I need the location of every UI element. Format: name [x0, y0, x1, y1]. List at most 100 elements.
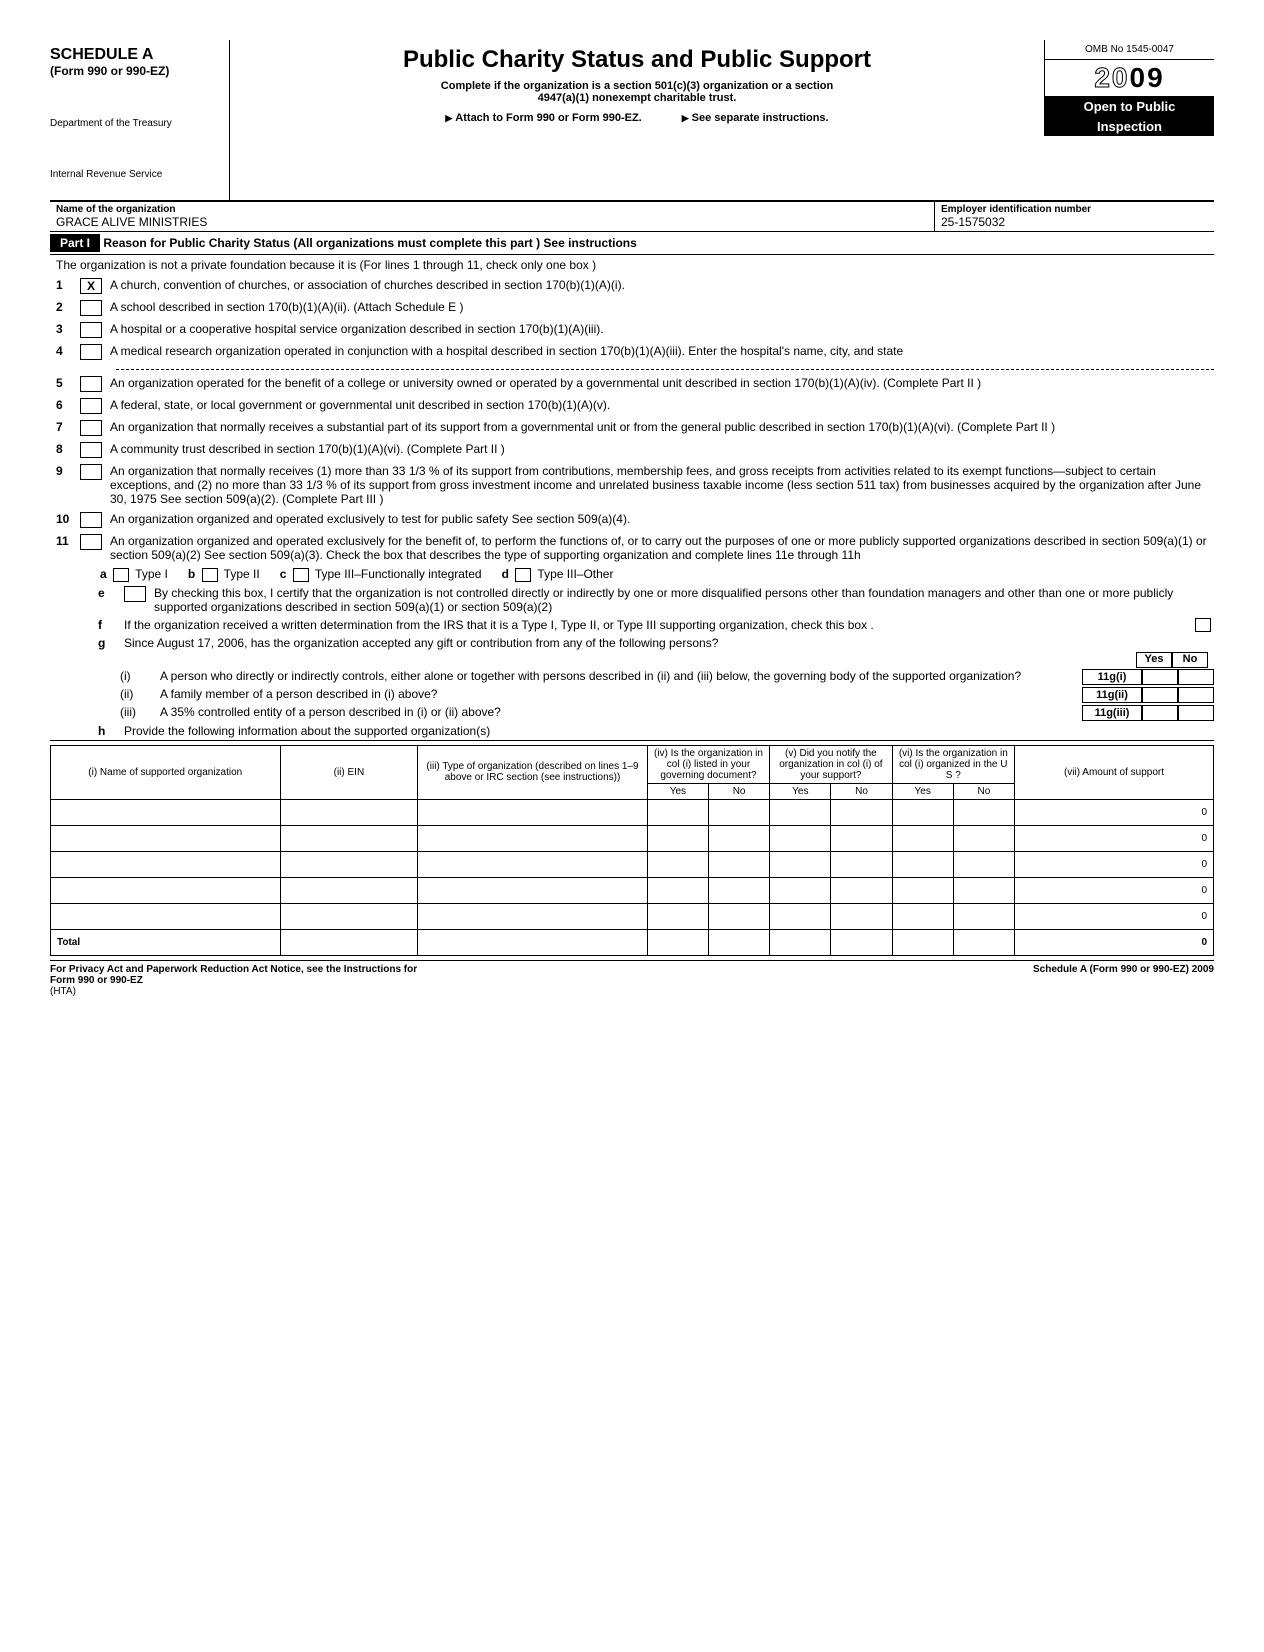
- col-notify: (v) Did you notify the organization in c…: [770, 745, 892, 783]
- part1-title: Reason for Public Charity Status (All or…: [103, 236, 636, 250]
- col-listed: (iv) Is the organization in col (i) list…: [647, 745, 769, 783]
- line-5-text: An organization operated for the benefit…: [110, 376, 1214, 390]
- line-7: 7 An organization that normally receives…: [50, 417, 1214, 439]
- line-11g-iii: (iii) A 35% controlled entity of a perso…: [50, 704, 1214, 722]
- input-11gi-no[interactable]: [1178, 669, 1214, 685]
- line-5: 5 An organization operated for the benef…: [50, 373, 1214, 395]
- line-11f: f If the organization received a written…: [50, 616, 1214, 634]
- open-to-public: Open to Public: [1045, 96, 1214, 117]
- checkbox-11e[interactable]: [124, 586, 146, 602]
- table-row: 0: [51, 903, 1214, 929]
- input-11gi-yes[interactable]: [1142, 669, 1178, 685]
- line-3-text: A hospital or a cooperative hospital ser…: [110, 322, 1214, 336]
- yes-header: Yes: [1136, 652, 1172, 668]
- part1-header: Part I Reason for Public Charity Status …: [50, 232, 1214, 255]
- table-row: 0: [51, 877, 1214, 903]
- line-7-text: An organization that normally receives a…: [110, 420, 1214, 434]
- total-row: Total 0: [51, 929, 1214, 955]
- line-11g-text: Since August 17, 2006, has the organizat…: [124, 636, 1214, 650]
- footer-left: For Privacy Act and Paperwork Reduction …: [50, 964, 417, 997]
- ein-label: Employer identification number: [941, 204, 1208, 215]
- form-label: (Form 990 or 990-EZ): [50, 64, 223, 78]
- line-2: 2 A school described in section 170(b)(1…: [50, 297, 1214, 319]
- subtitle-1: Complete if the organization is a sectio…: [240, 80, 1034, 92]
- th-no-1: No: [708, 783, 769, 799]
- checkbox-8[interactable]: [80, 442, 102, 458]
- line-11-text: An organization organized and operated e…: [110, 534, 1214, 562]
- support-table: (i) Name of supported organization (ii) …: [50, 745, 1214, 956]
- input-11giii-yes[interactable]: [1142, 705, 1178, 721]
- name-ein-row: Name of the organization GRACE ALIVE MIN…: [50, 202, 1214, 232]
- checkbox-11a[interactable]: [113, 568, 129, 582]
- input-11gii-no[interactable]: [1178, 687, 1214, 703]
- col-type: (iii) Type of organization (described on…: [418, 745, 648, 799]
- schedule-label: SCHEDULE A: [50, 46, 223, 64]
- subtitle-2: 4947(a)(1) nonexempt charitable trust.: [240, 92, 1034, 104]
- line-11g-iii-text: A 35% controlled entity of a person desc…: [160, 705, 1082, 721]
- line-4-text: A medical research organization operated…: [110, 344, 1214, 370]
- irs-label: Internal Revenue Service: [50, 169, 223, 180]
- hospital-name-line[interactable]: [116, 358, 1214, 370]
- checkbox-1[interactable]: X: [80, 278, 102, 294]
- see-instr: See separate instructions.: [682, 112, 829, 124]
- th-yes-2: Yes: [770, 783, 831, 799]
- total-label: Total: [51, 929, 281, 955]
- line-11: 11 An organization organized and operate…: [50, 531, 1214, 565]
- line-8: 8 A community trust described in section…: [50, 439, 1214, 461]
- col-name: (i) Name of supported organization: [51, 745, 281, 799]
- line-2-text: A school described in section 170(b)(1)(…: [110, 300, 1214, 314]
- checkbox-11f[interactable]: [1195, 618, 1211, 632]
- line-11e-text: By checking this box, I certify that the…: [154, 586, 1214, 614]
- checkbox-2[interactable]: [80, 300, 102, 316]
- page-footer: For Privacy Act and Paperwork Reduction …: [50, 960, 1214, 997]
- name-label: Name of the organization: [56, 204, 928, 215]
- line-10: 10 An organization organized and operate…: [50, 509, 1214, 531]
- checkbox-7[interactable]: [80, 420, 102, 436]
- omb-number: OMB No 1545-0047: [1045, 40, 1214, 60]
- line-11e: e By checking this box, I certify that t…: [50, 584, 1214, 616]
- table-row: 0: [51, 799, 1214, 825]
- line-11h-text: Provide the following information about …: [124, 724, 1214, 738]
- checkbox-4[interactable]: [80, 344, 102, 360]
- table-row: 0: [51, 825, 1214, 851]
- label-11gi: 11g(i): [1082, 669, 1142, 685]
- label-11giii: 11g(iii): [1082, 705, 1142, 721]
- tax-year: 2009: [1045, 60, 1214, 96]
- line-11g-i-text: A person who directly or indirectly cont…: [160, 669, 1082, 685]
- part1-badge: Part I: [50, 234, 100, 252]
- checkbox-11b[interactable]: [202, 568, 218, 582]
- no-header: No: [1172, 652, 1208, 668]
- checkbox-5[interactable]: [80, 376, 102, 392]
- checkbox-9[interactable]: [80, 464, 102, 480]
- checkbox-10[interactable]: [80, 512, 102, 528]
- org-name-block: Name of the organization GRACE ALIVE MIN…: [50, 202, 934, 231]
- th-no-2: No: [831, 783, 892, 799]
- checkbox-11d[interactable]: [515, 568, 531, 582]
- checkbox-11c[interactable]: [293, 568, 309, 582]
- col-amount: (vii) Amount of support: [1015, 745, 1214, 799]
- checkbox-11[interactable]: [80, 534, 102, 550]
- checkbox-3[interactable]: [80, 322, 102, 338]
- form-title: Public Charity Status and Public Support: [240, 46, 1034, 74]
- line-10-text: An organization organized and operated e…: [110, 512, 1214, 526]
- part1-intro: The organization is not a private founda…: [50, 255, 1214, 275]
- ein-block: Employer identification number 25-157503…: [934, 202, 1214, 231]
- line-9-text: An organization that normally receives (…: [110, 464, 1214, 506]
- line-11g-ii-text: A family member of a person described in…: [160, 687, 1082, 703]
- total-amount: 0: [1015, 929, 1214, 955]
- th-yes-1: Yes: [647, 783, 708, 799]
- header-right: OMB No 1545-0047 2009 Open to Public Ins…: [1044, 40, 1214, 136]
- input-11giii-no[interactable]: [1178, 705, 1214, 721]
- amount-3: 0: [1015, 851, 1214, 877]
- inspection-label: Inspection: [1045, 117, 1214, 136]
- attach-instr: Attach to Form 990 or Form 990-EZ.: [445, 112, 641, 124]
- amount-2: 0: [1015, 825, 1214, 851]
- line-3: 3 A hospital or a cooperative hospital s…: [50, 319, 1214, 341]
- input-11gii-yes[interactable]: [1142, 687, 1178, 703]
- ein-value: 25-1575032: [941, 215, 1208, 229]
- header-center: Public Charity Status and Public Support…: [230, 40, 1044, 130]
- checkbox-6[interactable]: [80, 398, 102, 414]
- amount-1: 0: [1015, 799, 1214, 825]
- type-row: a Type I b Type II c Type III–Functional…: [50, 565, 1214, 584]
- th-no-3: No: [953, 783, 1014, 799]
